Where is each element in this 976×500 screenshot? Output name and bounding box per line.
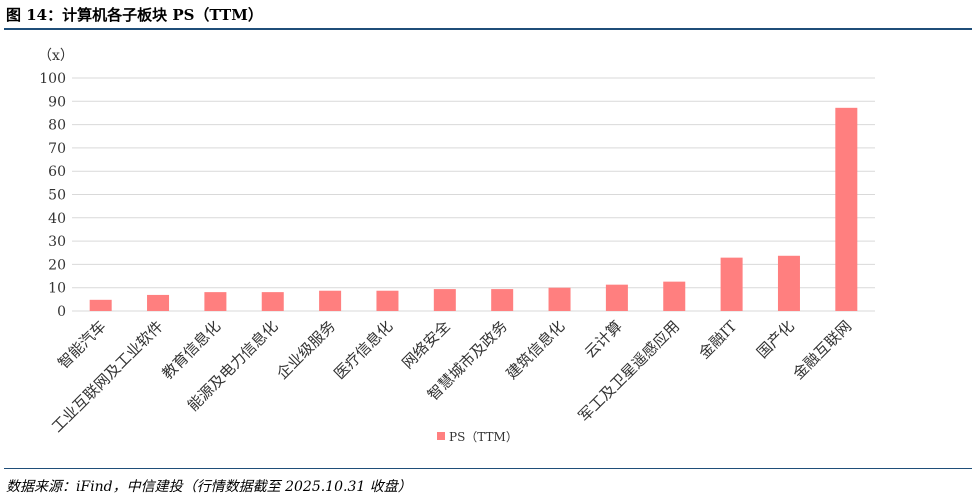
y-axis-label: （x）: [38, 48, 74, 64]
bar: [663, 281, 686, 311]
y-tick-label: 50: [48, 188, 66, 204]
y-tick-label: 0: [57, 304, 66, 320]
bottom-divider: [4, 468, 972, 469]
bar: [376, 290, 399, 311]
x-tick-label: 军工及卫星遥感应用: [575, 317, 683, 425]
y-tick-label: 80: [48, 118, 66, 134]
x-tick-label: 国产化: [753, 317, 798, 362]
bar: [319, 290, 342, 311]
bar: [491, 289, 514, 311]
bar: [548, 287, 571, 311]
x-tick-label: 企业级服务: [273, 317, 339, 383]
y-tick-label: 40: [48, 211, 66, 227]
source-note: 数据来源：iFind，中信建投（行情数据截至 2025.10.31 收盘）: [6, 479, 412, 495]
bar: [433, 289, 456, 311]
bar: [147, 294, 170, 311]
bar: [605, 284, 628, 311]
x-tick-label: 网络安全: [398, 317, 453, 372]
x-tick-label: 金融IT: [695, 317, 740, 362]
x-tick-label: 云计算: [581, 317, 626, 362]
figure-title: 图 14：计算机各子板块 PS（TTM）: [6, 6, 263, 24]
x-tick-label: 金融互联网: [789, 317, 855, 383]
y-tick-label: 60: [48, 164, 66, 180]
y-tick-label: 30: [48, 234, 66, 250]
bar: [777, 255, 800, 311]
x-tick-label: 建筑信息化: [503, 317, 569, 383]
y-tick-label: 10: [48, 281, 66, 297]
top-divider: [4, 28, 972, 30]
legend-label: PS（TTM）: [449, 430, 518, 444]
y-tick-label: 70: [48, 141, 66, 157]
bar: [720, 257, 743, 311]
bar: [261, 292, 284, 311]
bar: [835, 107, 858, 311]
x-tick-label: 工业互联网及工业软件: [48, 317, 167, 436]
bar: [204, 292, 227, 311]
y-tick-label: 20: [48, 257, 66, 273]
bar: [89, 299, 112, 311]
legend-swatch: [437, 432, 445, 440]
bar-chart: （x）0102030405060708090100智能汽车工业互联网及工业软件教…: [38, 48, 875, 444]
y-tick-label: 90: [48, 94, 66, 110]
x-tick-label: 智能汽车: [54, 317, 109, 372]
x-tick-label: 医疗信息化: [331, 317, 397, 383]
y-tick-label: 100: [39, 71, 66, 87]
